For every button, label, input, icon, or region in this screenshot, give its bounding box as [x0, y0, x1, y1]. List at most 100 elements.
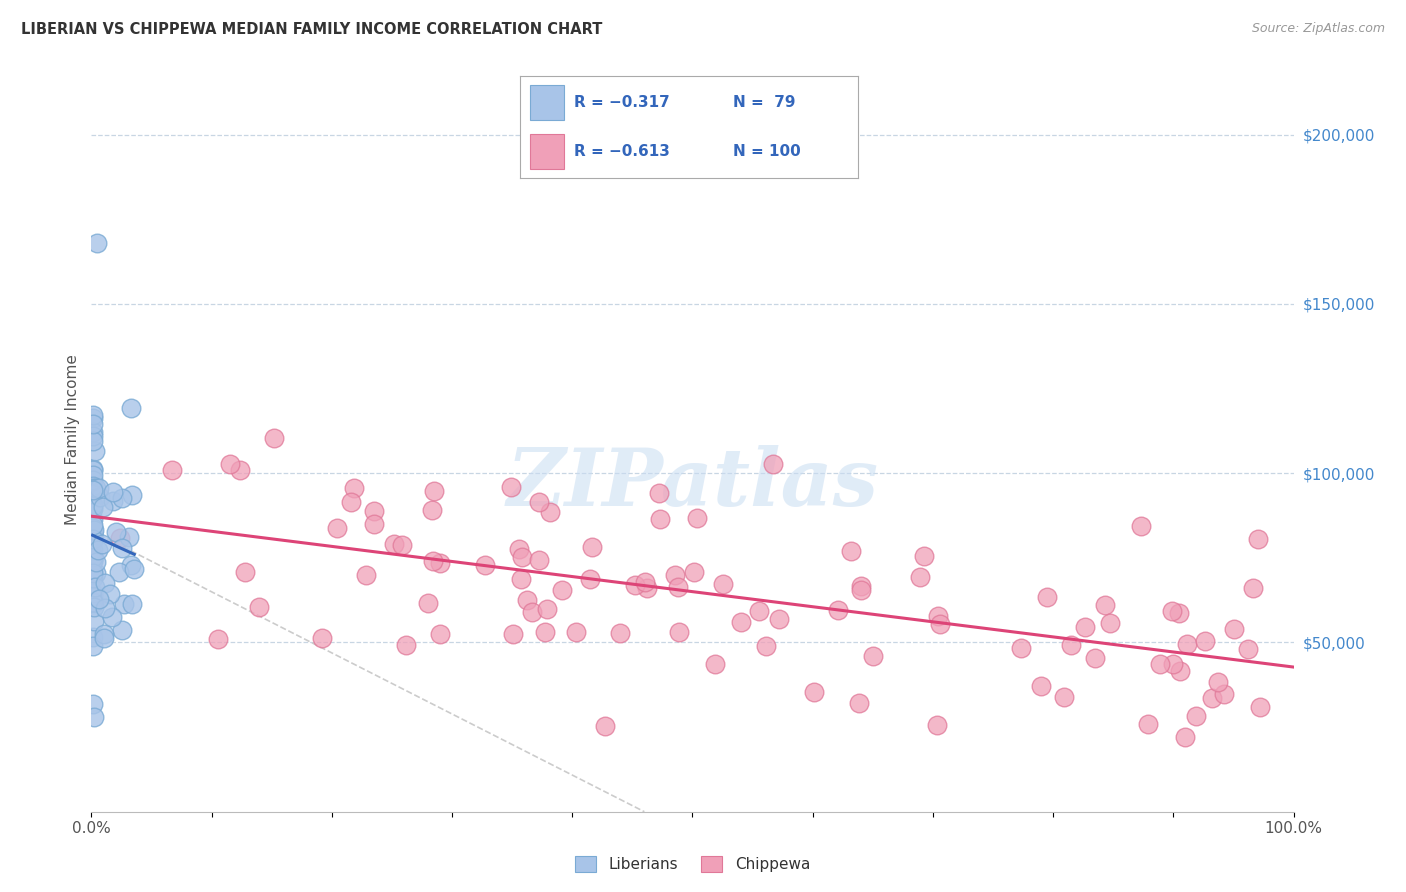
Point — [927, 608, 949, 623]
Point — [82, 590, 104, 604]
Point — [101, 485, 124, 500]
Point — [100, 610, 122, 624]
Point — [82, 499, 104, 513]
Point — [538, 505, 561, 519]
Point — [849, 582, 872, 597]
Point — [82, 524, 104, 539]
Point — [94, 576, 117, 591]
Point — [82, 548, 104, 562]
Point — [86, 555, 108, 569]
Point — [1099, 615, 1122, 630]
Point — [510, 572, 533, 586]
Point — [311, 631, 333, 645]
Point — [82, 474, 104, 488]
Point — [82, 468, 104, 483]
Point — [1201, 690, 1223, 705]
Point — [247, 600, 270, 615]
Point — [93, 631, 115, 645]
Point — [762, 457, 785, 471]
Point — [711, 577, 734, 591]
Point — [112, 597, 135, 611]
Point — [848, 696, 870, 710]
Point — [354, 568, 377, 582]
Point — [648, 511, 671, 525]
Point — [730, 615, 752, 630]
Point — [664, 568, 686, 582]
Point — [91, 500, 114, 515]
Point — [666, 581, 689, 595]
Point — [82, 478, 104, 492]
Point — [827, 603, 849, 617]
Point — [343, 481, 366, 495]
Point — [82, 565, 104, 579]
Point — [502, 627, 524, 641]
Point — [755, 639, 778, 653]
Point — [1177, 637, 1199, 651]
Point — [84, 566, 107, 580]
Point — [839, 544, 862, 558]
Point — [508, 541, 530, 556]
Point — [391, 538, 413, 552]
Point — [1130, 519, 1153, 533]
Point — [474, 558, 496, 573]
Point — [89, 490, 111, 504]
Point — [1223, 622, 1246, 636]
Point — [682, 566, 704, 580]
Point — [520, 605, 543, 619]
Point — [1160, 604, 1182, 618]
Point — [228, 463, 250, 477]
Point — [1010, 640, 1032, 655]
Point — [84, 580, 107, 594]
Bar — [530, 135, 564, 169]
Point — [111, 491, 134, 505]
Point — [105, 524, 128, 539]
Point — [581, 540, 603, 554]
Point — [429, 556, 451, 570]
Point — [1031, 679, 1053, 693]
Point — [536, 602, 558, 616]
Point — [111, 541, 134, 555]
Point — [83, 710, 105, 724]
Point — [83, 596, 105, 610]
Point — [82, 486, 104, 500]
Text: LIBERIAN VS CHIPPEWA MEDIAN FAMILY INCOME CORRELATION CHART: LIBERIAN VS CHIPPEWA MEDIAN FAMILY INCOM… — [21, 22, 602, 37]
Point — [82, 518, 104, 533]
Point — [648, 486, 671, 500]
Point — [748, 604, 770, 618]
Point — [634, 574, 657, 589]
Point — [82, 462, 104, 476]
Point — [219, 457, 242, 471]
Point — [1084, 651, 1107, 665]
Point — [363, 516, 385, 531]
Point — [91, 537, 114, 551]
Point — [851, 579, 873, 593]
Point — [83, 600, 105, 615]
Text: Source: ZipAtlas.com: Source: ZipAtlas.com — [1251, 22, 1385, 36]
Point — [108, 565, 131, 579]
Point — [98, 587, 121, 601]
Point — [82, 640, 104, 654]
Point — [1206, 675, 1229, 690]
Point — [704, 657, 727, 671]
Point — [82, 542, 104, 557]
Point — [111, 623, 134, 637]
Point — [623, 577, 645, 591]
Point — [512, 549, 534, 564]
Point — [382, 537, 405, 551]
Point — [1094, 598, 1116, 612]
Point — [803, 685, 825, 699]
Point — [1249, 700, 1271, 714]
Point — [927, 718, 949, 732]
Point — [82, 595, 104, 609]
Point — [363, 503, 385, 517]
Point — [668, 625, 690, 640]
Point — [420, 503, 443, 517]
Point — [82, 425, 104, 439]
Point — [82, 525, 104, 540]
Point — [82, 533, 104, 547]
Text: R = −0.613: R = −0.613 — [574, 145, 671, 160]
Point — [1247, 532, 1270, 546]
Point — [908, 570, 931, 584]
Point — [82, 585, 104, 599]
Text: N =  79: N = 79 — [733, 95, 796, 110]
